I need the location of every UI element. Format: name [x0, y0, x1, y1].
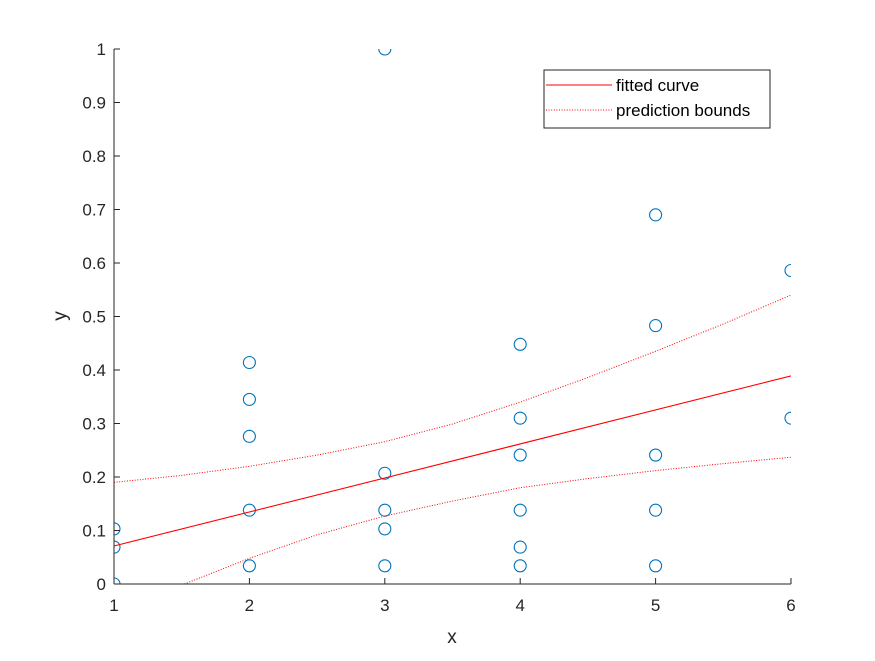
- y-tick-label: 0.7: [82, 201, 106, 220]
- data-point: [114, 540, 121, 554]
- data-point: [784, 263, 791, 278]
- legend-box: [543, 69, 771, 129]
- y-tick-label: 0.8: [82, 147, 106, 166]
- legend: fitted curve prediction bounds: [543, 69, 771, 129]
- data-point: [513, 411, 527, 425]
- data-point: [242, 503, 256, 517]
- x-axis-label: x: [447, 627, 457, 648]
- x-tick-label: 3: [380, 596, 389, 615]
- y-tick-label: 0.5: [82, 308, 106, 327]
- y-tick-label: 0.6: [82, 254, 106, 273]
- data-point: [784, 411, 791, 425]
- y-tick-label: 1: [97, 40, 106, 59]
- data-point: [513, 448, 527, 462]
- data-point: [649, 319, 663, 333]
- y-tick-label: 0.4: [82, 361, 106, 380]
- x-tick-label: 2: [245, 596, 254, 615]
- legend-entry-label: fitted curve: [616, 76, 699, 95]
- scatter-points: [114, 49, 791, 584]
- data-point: [378, 503, 392, 517]
- x-tick-label: 5: [651, 596, 660, 615]
- data-point: [378, 49, 392, 56]
- data-point: [513, 540, 527, 554]
- data-point: [513, 559, 527, 573]
- data-point: [242, 355, 256, 370]
- data-point: [242, 559, 256, 573]
- data-point: [649, 503, 663, 517]
- data-point: [513, 503, 527, 517]
- y-tick-label: 0.9: [82, 94, 106, 113]
- prediction-bound-line: [184, 456, 791, 584]
- data-point: [513, 337, 527, 351]
- y-tick-label: 0.3: [82, 415, 106, 434]
- data-point: [649, 448, 663, 462]
- data-point: [242, 429, 256, 443]
- legend-entry-label: prediction bounds: [616, 101, 750, 120]
- y-tick-label: 0.2: [82, 468, 106, 487]
- data-point: [649, 208, 663, 222]
- fitted-curve-line: [114, 375, 791, 547]
- x-tick-label: 6: [786, 596, 795, 615]
- prediction-bound-line: [114, 294, 791, 483]
- data-point: [242, 392, 256, 406]
- y-tick-label: 0: [97, 575, 106, 594]
- y-axis-label: y: [50, 311, 71, 321]
- data-point: [649, 559, 663, 573]
- data-point: [378, 522, 392, 536]
- data-point: [378, 466, 392, 480]
- data-point: [114, 522, 121, 536]
- x-tick-label: 4: [515, 596, 524, 615]
- data-point: [378, 559, 392, 573]
- x-tick-label: 1: [109, 596, 118, 615]
- y-tick-label: 0.1: [82, 522, 106, 541]
